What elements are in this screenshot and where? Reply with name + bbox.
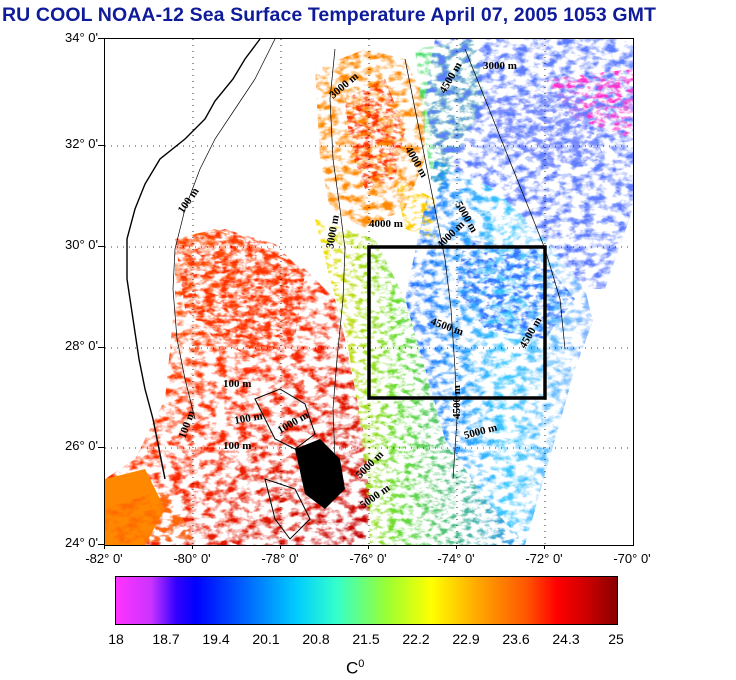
colorbar-tick: 25 (608, 631, 624, 647)
lon-tick-78: -78° 0' (261, 551, 299, 566)
colorbar-tick: 18 (108, 631, 124, 647)
contour-label: 100 m (233, 410, 263, 427)
lon-tickmark (280, 544, 281, 549)
bahamas-bank (264, 478, 311, 540)
lat-tickmark (98, 347, 104, 348)
unit-sup: 0 (358, 658, 365, 670)
unit-base: C (346, 658, 359, 678)
contour-label: 4000 m (369, 218, 403, 230)
coastline (126, 39, 261, 480)
colorbar-tick: 24.3 (552, 631, 580, 647)
lon-tickmark (104, 544, 105, 549)
contour-label: 3000 m (483, 60, 517, 72)
lat-tick-32: 32° 0' (65, 136, 98, 151)
sst-map[interactable]: 100 m 100 m 100 m 100 m 100 m 1000 m 300… (104, 38, 634, 546)
colorbar (115, 576, 618, 625)
colorbar-tick: 22.9 (452, 631, 480, 647)
colorbar-tick: 20.8 (302, 631, 330, 647)
colorbar-unit: C0 (346, 658, 364, 679)
lat-tick-28: 28° 0' (65, 338, 98, 353)
lat-tick-26: 26° 0' (65, 438, 98, 453)
lat-tick-34: 34° 0' (65, 30, 98, 45)
sst-map-canvas: 100 m 100 m 100 m 100 m 100 m 1000 m 300… (105, 39, 633, 545)
bahamas-island (295, 439, 345, 509)
isobath-100m (172, 39, 276, 420)
colorbar-tick: 19.4 (202, 631, 230, 647)
isobath-5000m (464, 48, 566, 350)
lon-tick-76: -76° 0' (349, 551, 387, 566)
lat-tickmark (98, 544, 104, 545)
lat-tickmark (98, 38, 104, 39)
region-box[interactable] (367, 245, 547, 400)
colorbar-tick: 22.2 (402, 631, 430, 647)
lon-tick-80: -80° 0' (173, 551, 211, 566)
lon-tickmark (456, 544, 457, 549)
lat-tick-24: 24° 0' (65, 535, 98, 550)
bahamas-bank (254, 388, 316, 450)
contour-label: 100 m (223, 378, 251, 390)
map-title: RU COOL NOAA-12 Sea Surface Temperature … (2, 4, 657, 26)
lat-tick-30: 30° 0' (65, 237, 98, 252)
lon-tick-70: -70° 0' (613, 551, 651, 566)
colorbar-tick: 21.5 (352, 631, 380, 647)
lon-tick-72: -72° 0' (525, 551, 563, 566)
lon-tick-82: -82° 0' (85, 551, 123, 566)
lon-tick-74: -74° 0' (437, 551, 475, 566)
lon-tickmark (544, 544, 545, 549)
contour-label: 4500 m (451, 385, 463, 419)
colorbar-tick: 18.7 (152, 631, 180, 647)
contour-label: 100 m (223, 440, 251, 452)
contour-label: 3000 m (324, 214, 342, 249)
isobath-3000m (329, 48, 346, 460)
lon-tickmark (192, 544, 193, 549)
lat-tickmark (98, 246, 104, 247)
lat-tickmark (98, 447, 104, 448)
lon-tickmark (368, 544, 369, 549)
colorbar-tick: 23.6 (502, 631, 530, 647)
lat-tickmark (98, 145, 104, 146)
isobath-4000m (404, 58, 458, 480)
colorbar-tick: 20.1 (252, 631, 280, 647)
